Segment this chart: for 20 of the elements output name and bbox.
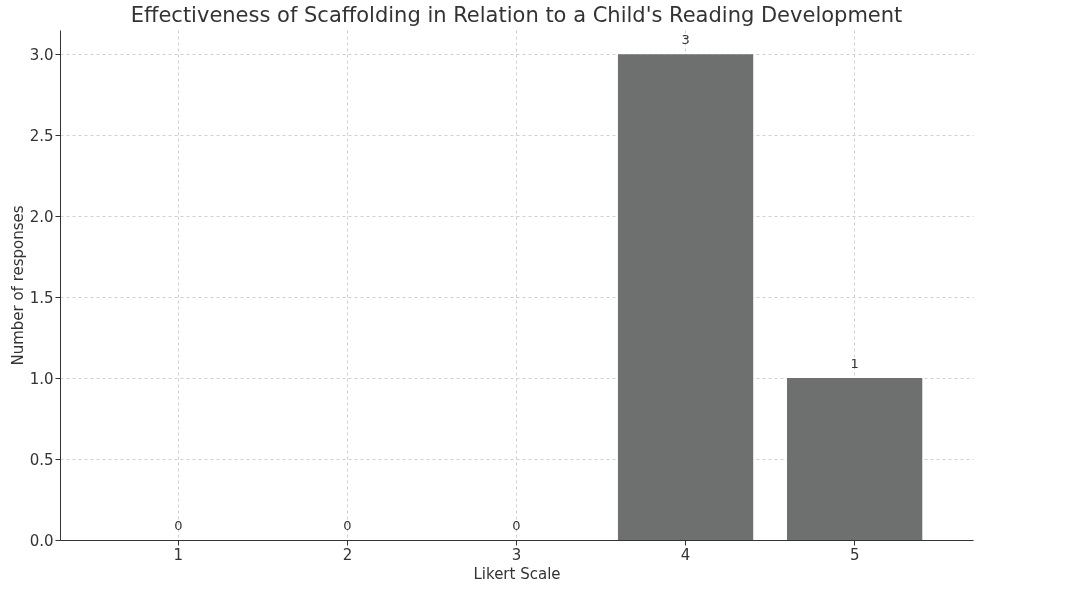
chart-title: Effectiveness of Scaffolding in Relation to a Child's Reading Development <box>130 3 903 27</box>
data-label: 0 <box>174 518 183 533</box>
y-axis-title: Number of responses <box>8 205 27 366</box>
data-label: 3 <box>681 32 690 48</box>
data-label: 1 <box>850 356 859 372</box>
x-axis-title: Likert Scale <box>473 564 561 583</box>
y-tick-label: 3.0 <box>29 45 54 64</box>
x-tick-label: 5 <box>849 545 860 564</box>
data-label: 0 <box>512 518 521 533</box>
y-tick-label: 2.5 <box>29 126 54 145</box>
x-tick-label: 1 <box>173 545 184 564</box>
y-tick-label: 1.5 <box>29 288 54 307</box>
x-tick-label: 4 <box>680 545 691 564</box>
y-tick-label: 1.0 <box>29 369 54 388</box>
data-label: 0 <box>343 518 352 533</box>
y-tick-label: 0.0 <box>29 531 54 550</box>
x-tick-label: 3 <box>511 545 522 564</box>
y-tick-label: 2.0 <box>29 207 54 226</box>
y-tick-label: 0.5 <box>29 450 54 469</box>
x-tick-label: 2 <box>342 545 353 564</box>
